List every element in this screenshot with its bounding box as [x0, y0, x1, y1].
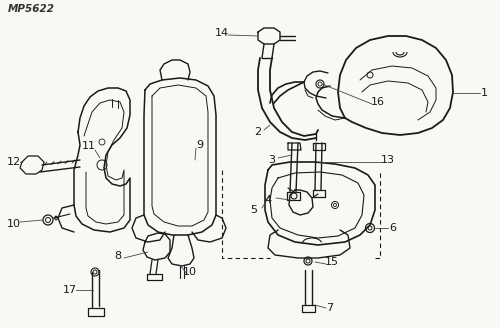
Text: 13: 13 — [381, 155, 395, 165]
Text: 12: 12 — [7, 157, 21, 167]
Text: 5: 5 — [250, 205, 258, 215]
Text: 9: 9 — [196, 140, 203, 150]
Text: 10: 10 — [7, 219, 21, 229]
Text: 17: 17 — [63, 285, 77, 295]
Text: 16: 16 — [371, 97, 385, 107]
Text: 1: 1 — [480, 88, 488, 98]
Text: 15: 15 — [325, 257, 339, 267]
Text: 2: 2 — [254, 127, 262, 137]
Text: 7: 7 — [326, 303, 334, 313]
Text: 11: 11 — [82, 141, 96, 151]
Text: MP5622: MP5622 — [8, 4, 55, 14]
Text: 10: 10 — [183, 267, 197, 277]
Text: 14: 14 — [215, 28, 229, 38]
Text: 6: 6 — [390, 223, 396, 233]
Text: 8: 8 — [114, 251, 121, 261]
Text: 3: 3 — [268, 155, 276, 165]
Text: 4: 4 — [264, 195, 272, 205]
